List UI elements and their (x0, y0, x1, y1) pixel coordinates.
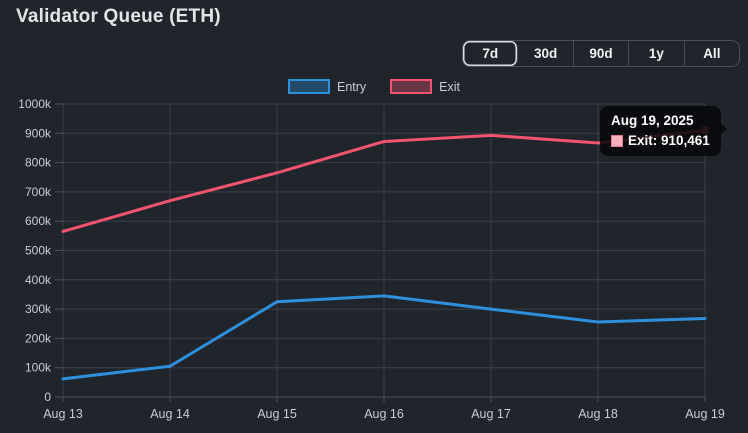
exit-series-marker-icon (611, 134, 623, 147)
legend-item-exit[interactable]: Exit (390, 79, 460, 94)
page-title: Validator Queue (ETH) (16, 6, 221, 27)
tooltip-date: Aug 19, 2025 (611, 113, 694, 128)
y-axis-label: 400k (25, 273, 52, 287)
exit-swatch-icon (390, 79, 433, 94)
x-axis-label: Aug 14 (150, 407, 190, 421)
exit-line[interactable] (61, 128, 707, 233)
chart-tooltip: Aug 19, 2025 Exit: 910,461 (600, 106, 727, 156)
range-button-7d[interactable]: 7d (463, 41, 519, 66)
legend-item-entry[interactable]: Entry (287, 79, 367, 94)
x-axis-label: Aug 15 (257, 407, 297, 421)
range-button-30d[interactable]: 30d (518, 41, 574, 66)
x-axis-label: Aug 19 (685, 407, 725, 421)
y-axis-label: 900k (25, 126, 52, 140)
y-axis-label: 200k (25, 331, 52, 345)
tooltip-value: Exit: 910,461 (628, 133, 710, 148)
chart-legend: Entry Exit (0, 79, 748, 94)
entry-swatch-icon (287, 79, 330, 94)
range-button-1y[interactable]: 1y (629, 41, 685, 66)
x-axis-label: Aug 13 (43, 407, 83, 421)
time-range-button-group: 7d 30d 90d 1y All (462, 40, 740, 67)
y-axis-label: 500k (25, 244, 52, 258)
x-axis-label: Aug 17 (471, 407, 511, 421)
legend-label: Exit (439, 79, 461, 94)
y-axis-label: 300k (25, 302, 52, 316)
x-axis-label: Aug 16 (364, 407, 404, 421)
tooltip-row: Exit: 910,461 (611, 133, 710, 148)
y-axis-label: 100k (25, 361, 52, 375)
y-axis-label: 600k (25, 214, 52, 228)
y-axis-label: 800k (25, 156, 52, 170)
range-button-all[interactable]: All (703, 46, 721, 61)
range-button-90d[interactable]: 90d (574, 41, 630, 66)
y-axis-label: 1000k (18, 97, 52, 111)
y-axis-label: 0 (44, 390, 51, 404)
legend-label: Entry (336, 79, 367, 94)
entry-line[interactable] (61, 294, 707, 381)
y-axis-label: 700k (25, 185, 52, 199)
x-axis-label: Aug 18 (578, 407, 618, 421)
